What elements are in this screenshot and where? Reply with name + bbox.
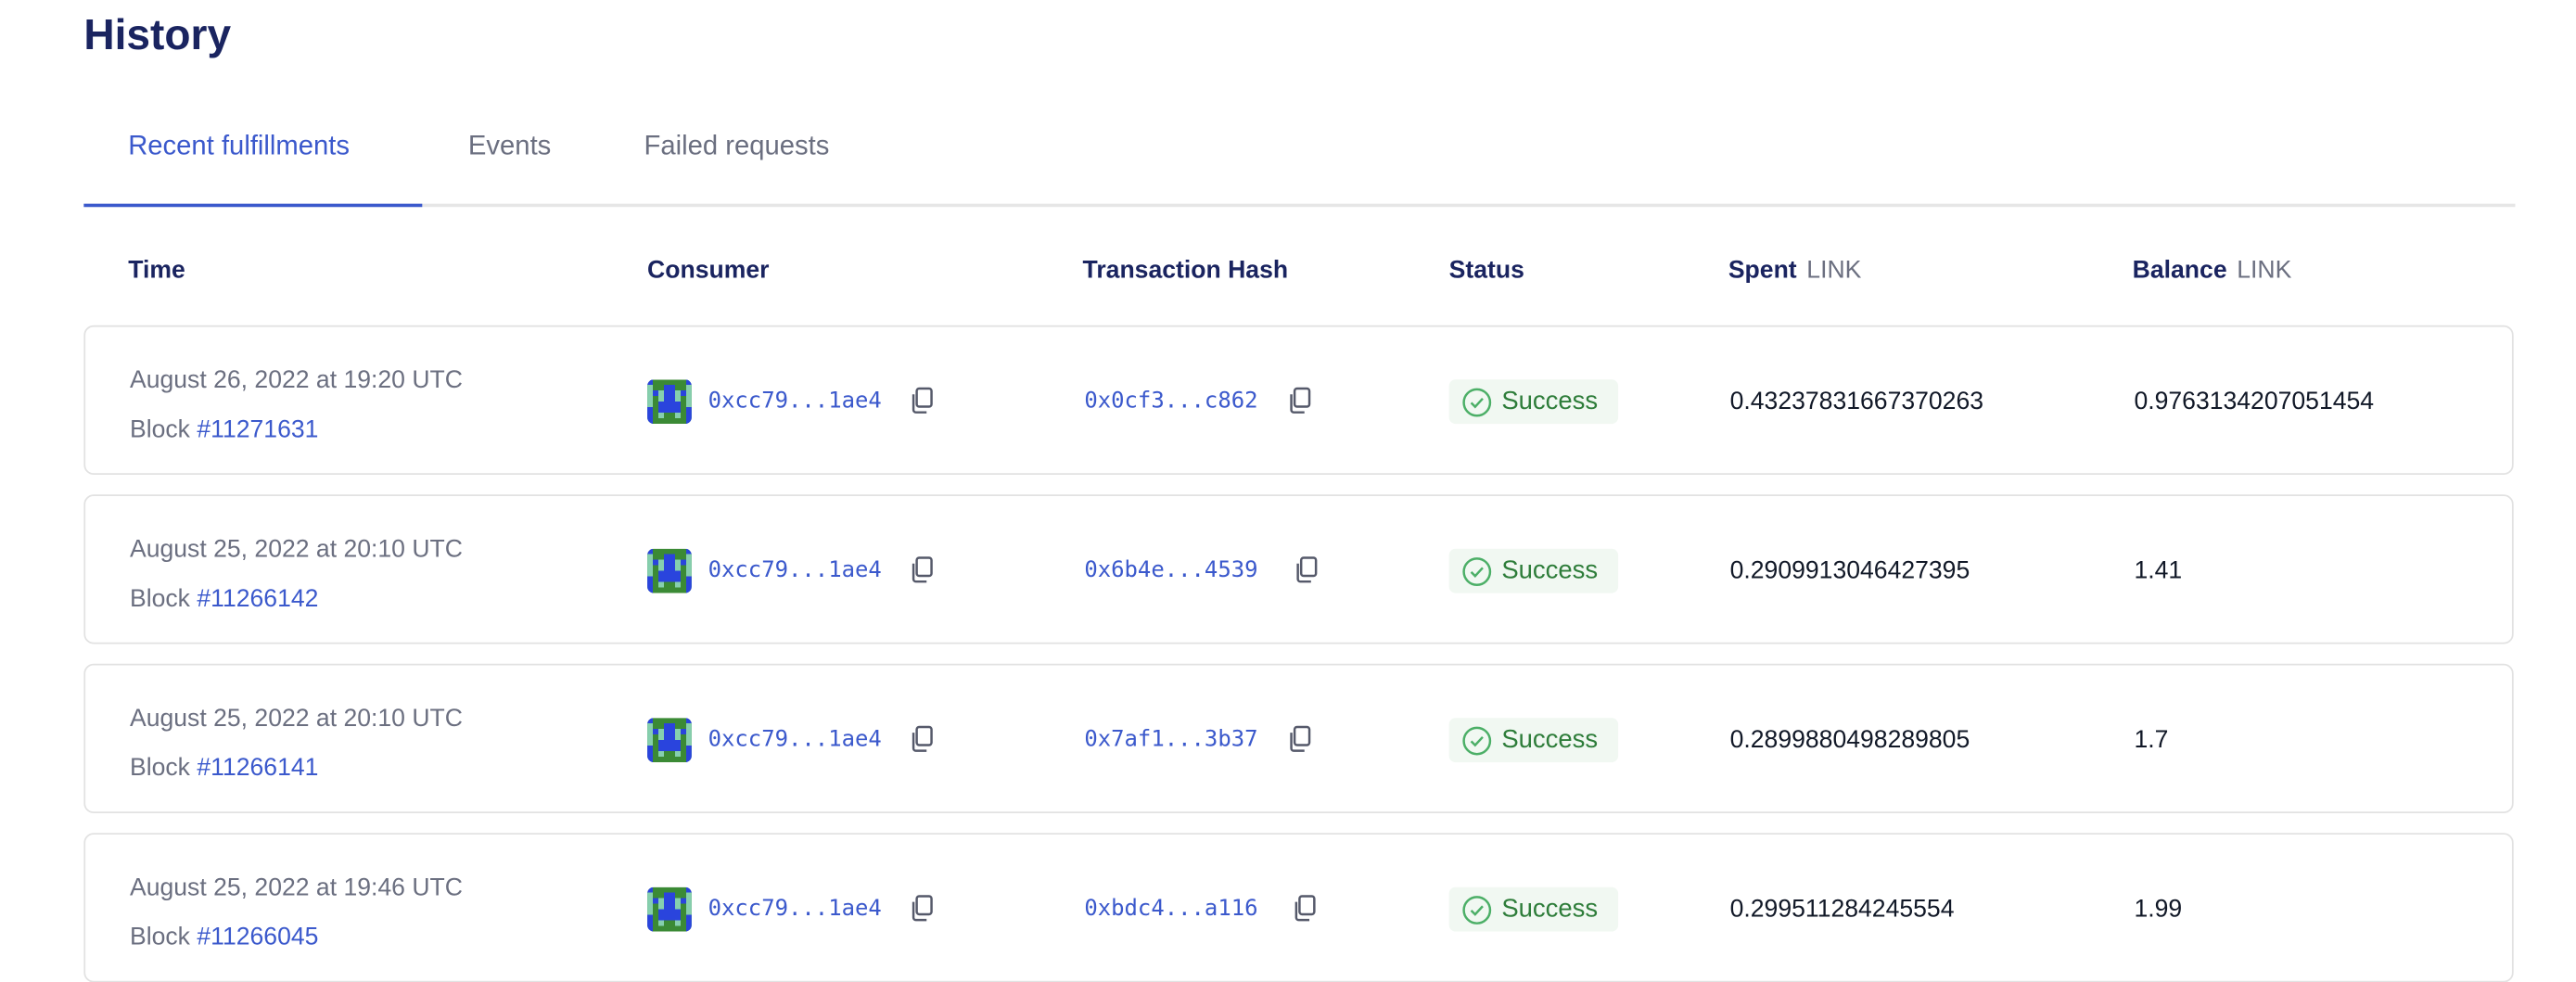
copy-icon[interactable]: [909, 555, 935, 585]
status-badge: Success: [1448, 886, 1619, 932]
column-header-spent: Spent LINK: [1728, 256, 1862, 284]
consumer-address-link[interactable]: 0xcc79...1ae4: [708, 556, 882, 583]
block-info: Block #11271631: [130, 415, 318, 443]
transaction-hash-link[interactable]: 0xbdc4...a116: [1084, 895, 1258, 922]
check-circle-icon: [1462, 895, 1492, 925]
fulfillment-time: August 26, 2022 at 19:20 UTC: [129, 366, 463, 395]
transaction-hash-link[interactable]: 0x0cf3...c862: [1084, 388, 1258, 414]
block-info: Block #11266141: [130, 754, 318, 782]
status-badge: Success: [1448, 379, 1619, 425]
block-info: Block #11266045: [130, 924, 318, 951]
spent-value: 0.2899880498289805: [1729, 726, 1970, 755]
block-label: Block: [129, 584, 190, 613]
copy-icon[interactable]: [909, 894, 935, 924]
column-header-transaction-hash: Transaction Hash: [1082, 256, 1289, 285]
consumer-avatar: [647, 886, 692, 932]
balance-value: 1.7: [2134, 726, 2169, 755]
tab-bar: Recent fulfillments Events Failed reques…: [83, 115, 2516, 208]
balance-value: 1.99: [2134, 895, 2183, 924]
status-text: Success: [1501, 387, 1599, 415]
consumer-address-link[interactable]: 0xcc79...1ae4: [708, 388, 882, 414]
table-row: August 25, 2022 at 20:10 UTC Block #1126…: [83, 663, 2514, 813]
tab-failed-requests[interactable]: Failed requests: [644, 131, 830, 161]
spent-unit: LINK: [1806, 256, 1862, 285]
tab-recent-fulfillments[interactable]: Recent fulfillments: [128, 131, 351, 161]
column-header-status: Status: [1448, 256, 1524, 285]
balance-value: 0.9763134207051454: [2134, 388, 2375, 416]
status-badge: Success: [1448, 548, 1619, 593]
consumer-avatar: [647, 548, 692, 593]
block-link[interactable]: #11266045: [197, 923, 319, 951]
fulfillment-time: August 25, 2022 at 19:46 UTC: [129, 874, 463, 902]
column-header-consumer: Consumer: [647, 256, 770, 285]
block-link[interactable]: #11266141: [197, 754, 319, 783]
table-row: August 25, 2022 at 19:46 UTC Block #1126…: [83, 833, 2514, 982]
spent-label: Spent: [1728, 256, 1797, 285]
copy-icon[interactable]: [1293, 555, 1319, 585]
transaction-hash-link[interactable]: 0x6b4e...4539: [1084, 556, 1258, 583]
block-label: Block: [129, 415, 190, 444]
copy-icon[interactable]: [909, 386, 935, 415]
balance-label: Balance: [2132, 256, 2227, 285]
balance-value: 1.41: [2134, 556, 2183, 585]
consumer-address-link[interactable]: 0xcc79...1ae4: [708, 895, 882, 922]
fulfillment-time: August 25, 2022 at 20:10 UTC: [129, 535, 463, 564]
check-circle-icon: [1462, 387, 1492, 416]
page-title: History: [83, 9, 232, 59]
block-link[interactable]: #11271631: [197, 415, 319, 444]
status-text: Success: [1501, 555, 1599, 584]
block-label: Block: [129, 923, 190, 951]
transaction-hash-link[interactable]: 0x7af1...3b37: [1084, 726, 1258, 753]
block-link[interactable]: #11266142: [197, 584, 319, 613]
consumer-avatar: [647, 718, 692, 763]
consumer-address-link[interactable]: 0xcc79...1ae4: [708, 726, 882, 753]
table-row: August 26, 2022 at 19:20 UTC Block #1127…: [83, 325, 2514, 476]
status-text: Success: [1501, 894, 1599, 923]
block-info: Block #11266142: [130, 585, 318, 613]
status-badge: Success: [1448, 718, 1619, 763]
column-header-time: Time: [128, 256, 185, 285]
copy-icon[interactable]: [1286, 386, 1312, 415]
table-row: August 25, 2022 at 20:10 UTC Block #1126…: [83, 494, 2514, 644]
copy-icon[interactable]: [1286, 724, 1312, 754]
column-header-balance: Balance LINK: [2133, 256, 2292, 284]
active-tab-indicator: [83, 203, 423, 208]
copy-icon[interactable]: [909, 724, 935, 754]
copy-icon[interactable]: [1292, 894, 1318, 924]
check-circle-icon: [1462, 725, 1492, 755]
spent-value: 0.43237831667370263: [1729, 388, 1984, 416]
status-text: Success: [1501, 725, 1599, 754]
fulfillment-time: August 25, 2022 at 20:10 UTC: [129, 705, 463, 733]
consumer-avatar: [647, 379, 692, 425]
spent-value: 0.2909913046427395: [1729, 556, 1970, 585]
tab-events[interactable]: Events: [467, 131, 552, 161]
balance-unit: LINK: [2237, 256, 2292, 285]
block-label: Block: [129, 754, 190, 783]
spent-value: 0.299511284245554: [1729, 895, 1955, 924]
check-circle-icon: [1462, 556, 1492, 586]
